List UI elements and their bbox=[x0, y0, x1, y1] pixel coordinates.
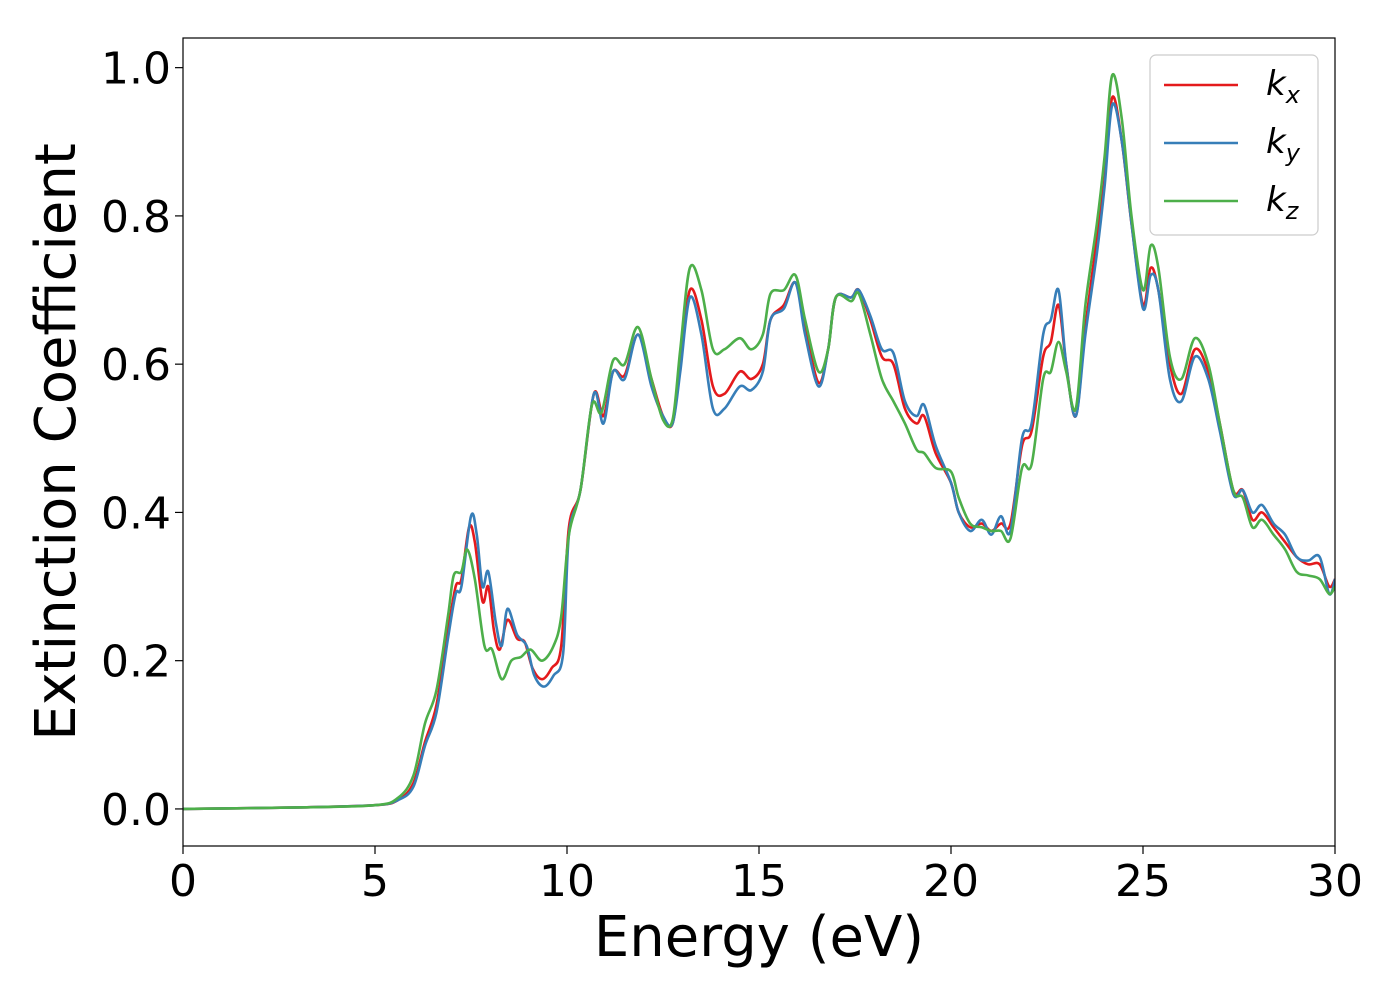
x-tick-label: 15 bbox=[731, 856, 787, 907]
x-axis-label: Energy (eV) bbox=[594, 905, 924, 970]
series-line-k-y bbox=[183, 102, 1335, 811]
y-tick-label: 0.0 bbox=[101, 785, 171, 836]
y-tick-label: 0.8 bbox=[101, 192, 171, 243]
legend: kx ky kz bbox=[1149, 54, 1319, 236]
x-tick-label: 30 bbox=[1307, 856, 1363, 907]
series-line-k-z bbox=[183, 72, 1335, 811]
y-tick-label: 0.6 bbox=[101, 340, 171, 391]
x-tick-label: 10 bbox=[539, 856, 595, 907]
y-axis: 0.0 0.2 0.4 0.6 0.8 1.0 bbox=[101, 44, 183, 836]
y-tick-label: 0.4 bbox=[101, 488, 171, 539]
legend-label-k-y: ky bbox=[1266, 122, 1301, 167]
y-tick-label: 1.0 bbox=[101, 44, 171, 95]
x-tick-label: 20 bbox=[923, 856, 979, 907]
legend-box bbox=[1149, 54, 1319, 236]
x-axis: 0 5 10 15 20 25 30 bbox=[169, 846, 1363, 907]
y-axis-label: Extinction Coefficient bbox=[24, 143, 89, 741]
x-tick-label: 25 bbox=[1115, 856, 1171, 907]
series-layer bbox=[183, 72, 1335, 811]
x-tick-label: 0 bbox=[169, 856, 197, 907]
y-tick-label: 0.2 bbox=[101, 637, 171, 688]
legend-label-k-x: kx bbox=[1266, 64, 1301, 109]
x-tick-label: 5 bbox=[361, 856, 389, 907]
legend-label-k-z: kz bbox=[1266, 180, 1300, 225]
